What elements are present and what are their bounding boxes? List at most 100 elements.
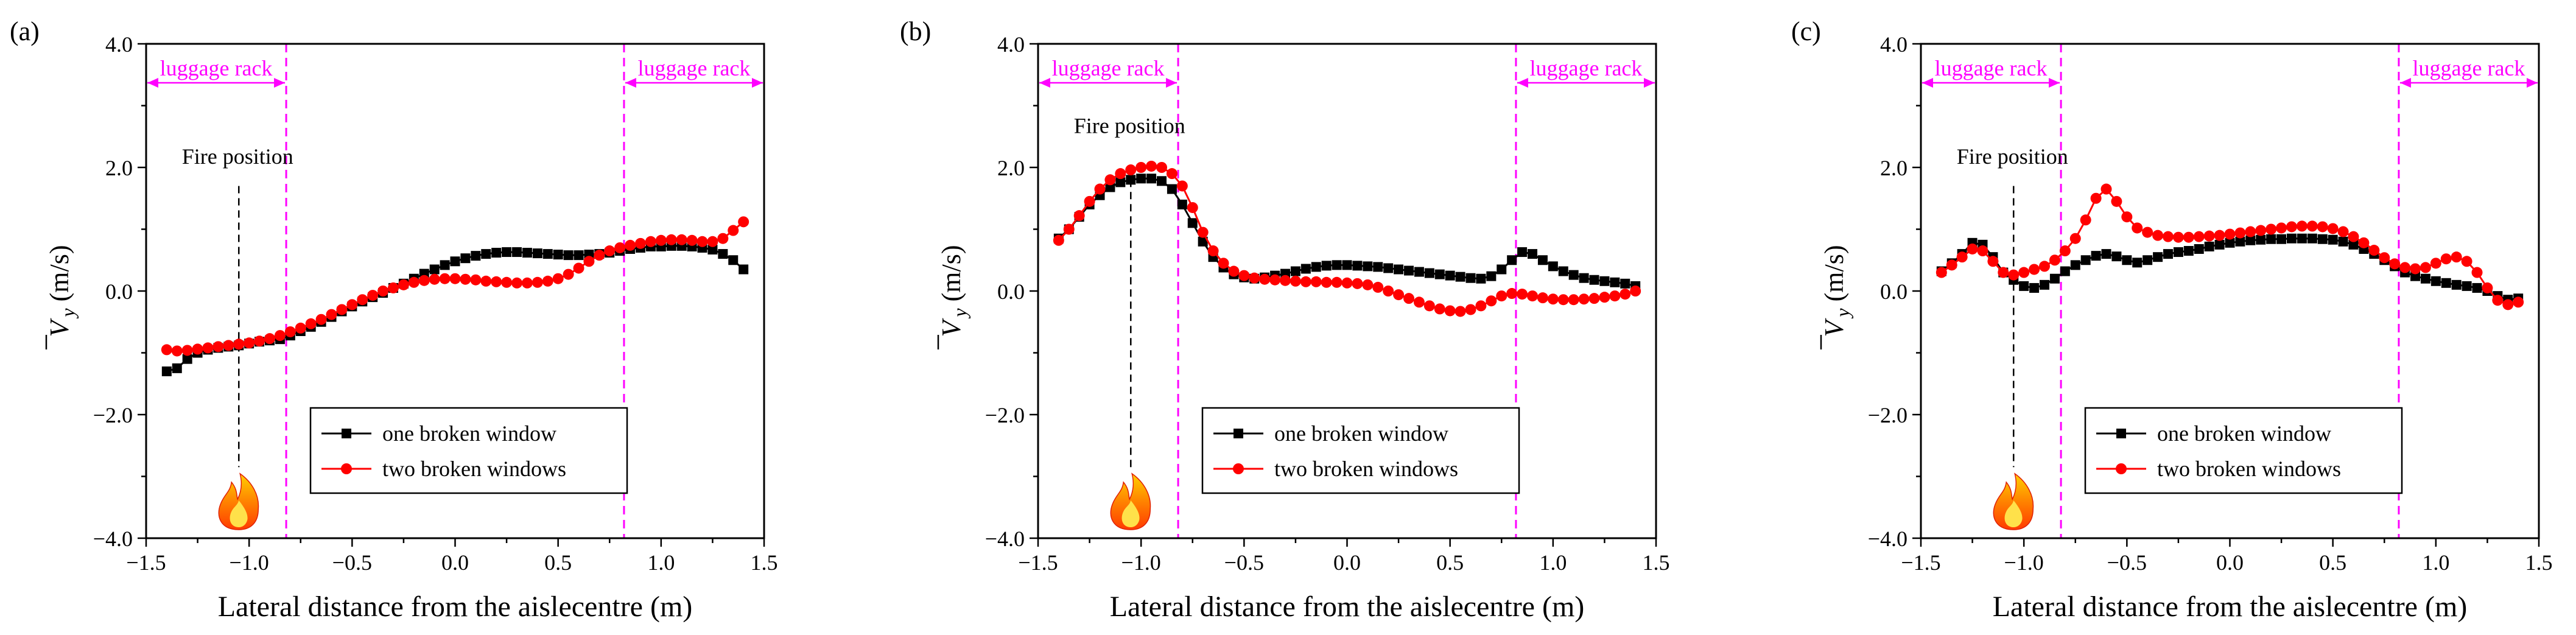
data-point [604,245,616,257]
data-point [367,290,379,301]
luggage-rack-right-label: luggage rack [1530,56,1643,80]
legend-label: two broken windows [2157,457,2341,481]
y-tick-label: −2.0 [93,403,133,427]
data-point [212,341,224,353]
data-point [2471,267,2483,278]
data-point [532,248,542,259]
data-point [2327,223,2339,234]
data-point [2172,231,2184,243]
data-point [1383,286,1394,296]
data-point [635,237,646,249]
x-tick-label: 1.5 [1643,550,1670,575]
data-point [1167,184,1177,194]
y-tick-label: −4.0 [1868,527,1907,551]
data-point [1547,293,1559,305]
data-point [501,276,513,288]
data-point [1527,290,1538,302]
luggage-rack-left-arrow [1039,78,1177,88]
data-point [2059,245,2071,257]
data-point [2080,214,2091,226]
data-point [233,339,245,350]
data-point [2214,239,2225,250]
data-point [1599,276,1610,286]
luggage-rack-left-arrow [1922,78,2060,88]
data-point [1363,261,1373,272]
data-point [1394,264,1404,275]
x-tick-label: −0.5 [332,550,372,575]
data-point [1444,305,1456,317]
arrow-head-left [625,78,636,88]
x-tick-label: −1.5 [1018,550,1058,575]
data-point [2111,195,2122,207]
legend-item: one broken window [321,421,556,446]
data-point [553,250,563,260]
data-point [717,233,729,244]
data-point [1341,277,1353,289]
data-point [1517,247,1528,258]
data-point [2225,237,2235,248]
x-tick-label: 0.0 [1333,550,1361,575]
data-point [1332,260,1342,270]
data-point [511,277,522,289]
luggage-rack-left-arrow [147,78,286,88]
data-point [429,264,440,275]
data-point [1455,272,1465,282]
data-point [707,244,718,254]
luggage-rack-right-arrow [1517,78,1655,88]
data-point [1517,289,1528,300]
y-label-sub: y [57,308,79,319]
data-point [1259,273,1271,285]
data-point [738,216,749,228]
data-point [284,326,296,337]
data-point [408,276,419,288]
legend-marker [1234,429,1243,438]
data-point [2039,261,2050,272]
data-point [2173,247,2183,258]
data-point [1977,245,1988,257]
data-point [2430,258,2441,269]
legend-marker [342,429,351,438]
data-point [2224,228,2236,240]
data-point [460,273,471,285]
series-one-broken-window [161,240,749,376]
x-tick-label: 1.0 [647,550,675,575]
y-axis-label: Vy (m/s) [1819,245,1853,349]
data-point [1104,174,1116,186]
x-axis-label: Lateral distance from the aislecentre (m… [1993,591,2468,623]
y-label-unit: (m/s) [936,245,966,309]
arrow-head-left [1039,78,1050,88]
data-point [1946,259,1957,271]
data-point [2482,282,2493,293]
data-point [2163,249,2173,259]
data-point [2060,266,2070,276]
data-point [594,250,605,261]
x-tick-label: −0.5 [2107,550,2147,575]
data-point [2235,236,2245,247]
data-point [686,234,698,246]
legend-item: two broken windows [1213,457,1458,481]
data-point [1125,164,1137,176]
data-point [2348,231,2359,242]
luggage-rack-right-arrow [2399,78,2538,88]
data-point [398,279,409,290]
data-point [1455,306,1466,317]
y-tick-label: 0.0 [105,279,133,304]
data-point [676,234,687,245]
data-point [1967,243,1978,254]
data-point [2451,251,2462,263]
data-point [2090,192,2102,204]
data-point [1197,226,1209,238]
data-point [449,273,461,284]
x-tick-label: −0.5 [1224,550,1264,575]
data-point [1135,162,1147,173]
data-point [2296,220,2308,232]
data-point [2307,233,2317,244]
y-tick-label: 4.0 [1880,32,1907,57]
data-point [2306,220,2318,232]
data-point [1146,174,1157,184]
data-point [1198,236,1208,247]
fire-icon [1110,472,1151,530]
data-point [1568,270,1579,280]
data-point [1548,261,1558,272]
data-point [542,275,553,287]
